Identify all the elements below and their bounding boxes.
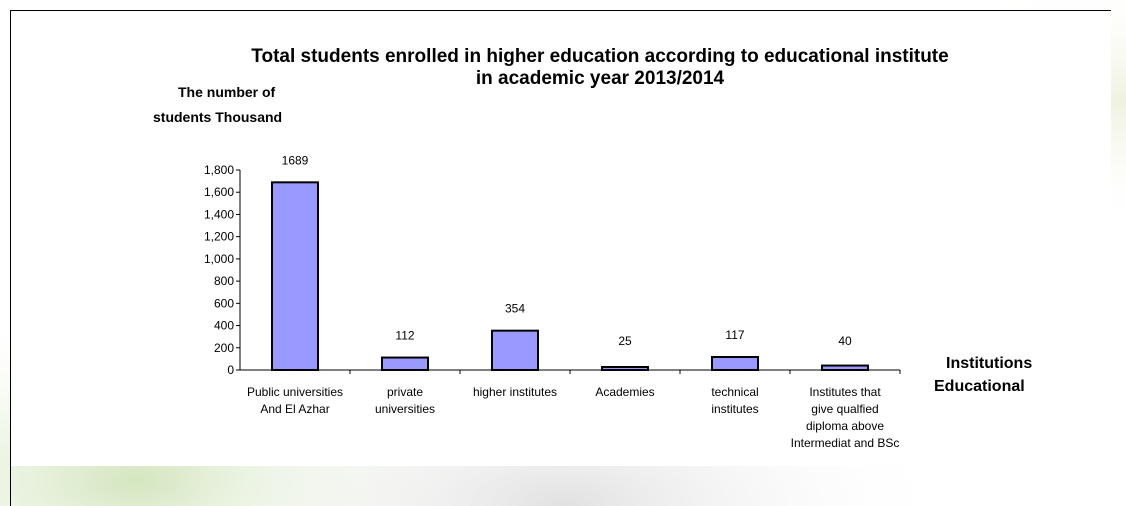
y-tick-label: 200 [214,341,234,355]
bar [271,181,319,371]
bar [601,366,649,371]
y-tick-label: 400 [214,319,234,333]
y-tick-label: 0 [227,363,234,377]
category-label: And El Azhar [260,402,329,416]
y-tick-label: 600 [214,296,234,310]
category-label: universities [375,402,435,416]
category-label: diploma above [806,419,884,433]
y-axis-label-line-1: The number of [178,84,276,100]
data-label: 112 [395,329,414,343]
x-axis-label-line-1: Institutions [946,355,1033,372]
y-tick-label: 800 [214,274,234,288]
data-label: 25 [618,334,632,348]
bar [381,356,429,371]
data-label: 1689 [282,153,309,167]
frame-left-edge [10,465,11,506]
category-label: Academies [595,385,654,399]
y-tick-label: 1,000 [204,252,234,266]
category-label: Intermediat and BSc [791,436,900,450]
bar [711,356,759,371]
chart-title: Total students enrolled in higher educat… [251,46,949,67]
y-tick-label: 1,800 [204,163,234,177]
category-label: private [387,385,423,399]
y-tick-label: 1,200 [204,230,234,244]
category-label: Public universities [247,385,343,399]
category-label: technical [711,385,758,399]
category-label: give qualfied [811,402,878,416]
category-label: higher institutes [473,385,557,399]
bar [821,364,869,371]
data-label: 354 [505,302,525,316]
category-label: Institutes that [809,385,881,399]
data-label: 40 [838,334,852,348]
y-tick-label: 1,400 [204,207,234,221]
data-label: 117 [725,328,744,342]
y-tick-label: 1,600 [204,185,234,199]
chart-subtitle: in academic year 2013/2014 [475,68,725,89]
y-axis-label-line-2: students Thousand [153,109,283,125]
chart-frame [10,10,1111,466]
category-label: institutes [711,402,758,416]
x-axis-label-line-2: Educational [934,378,1025,395]
bar [491,329,539,371]
